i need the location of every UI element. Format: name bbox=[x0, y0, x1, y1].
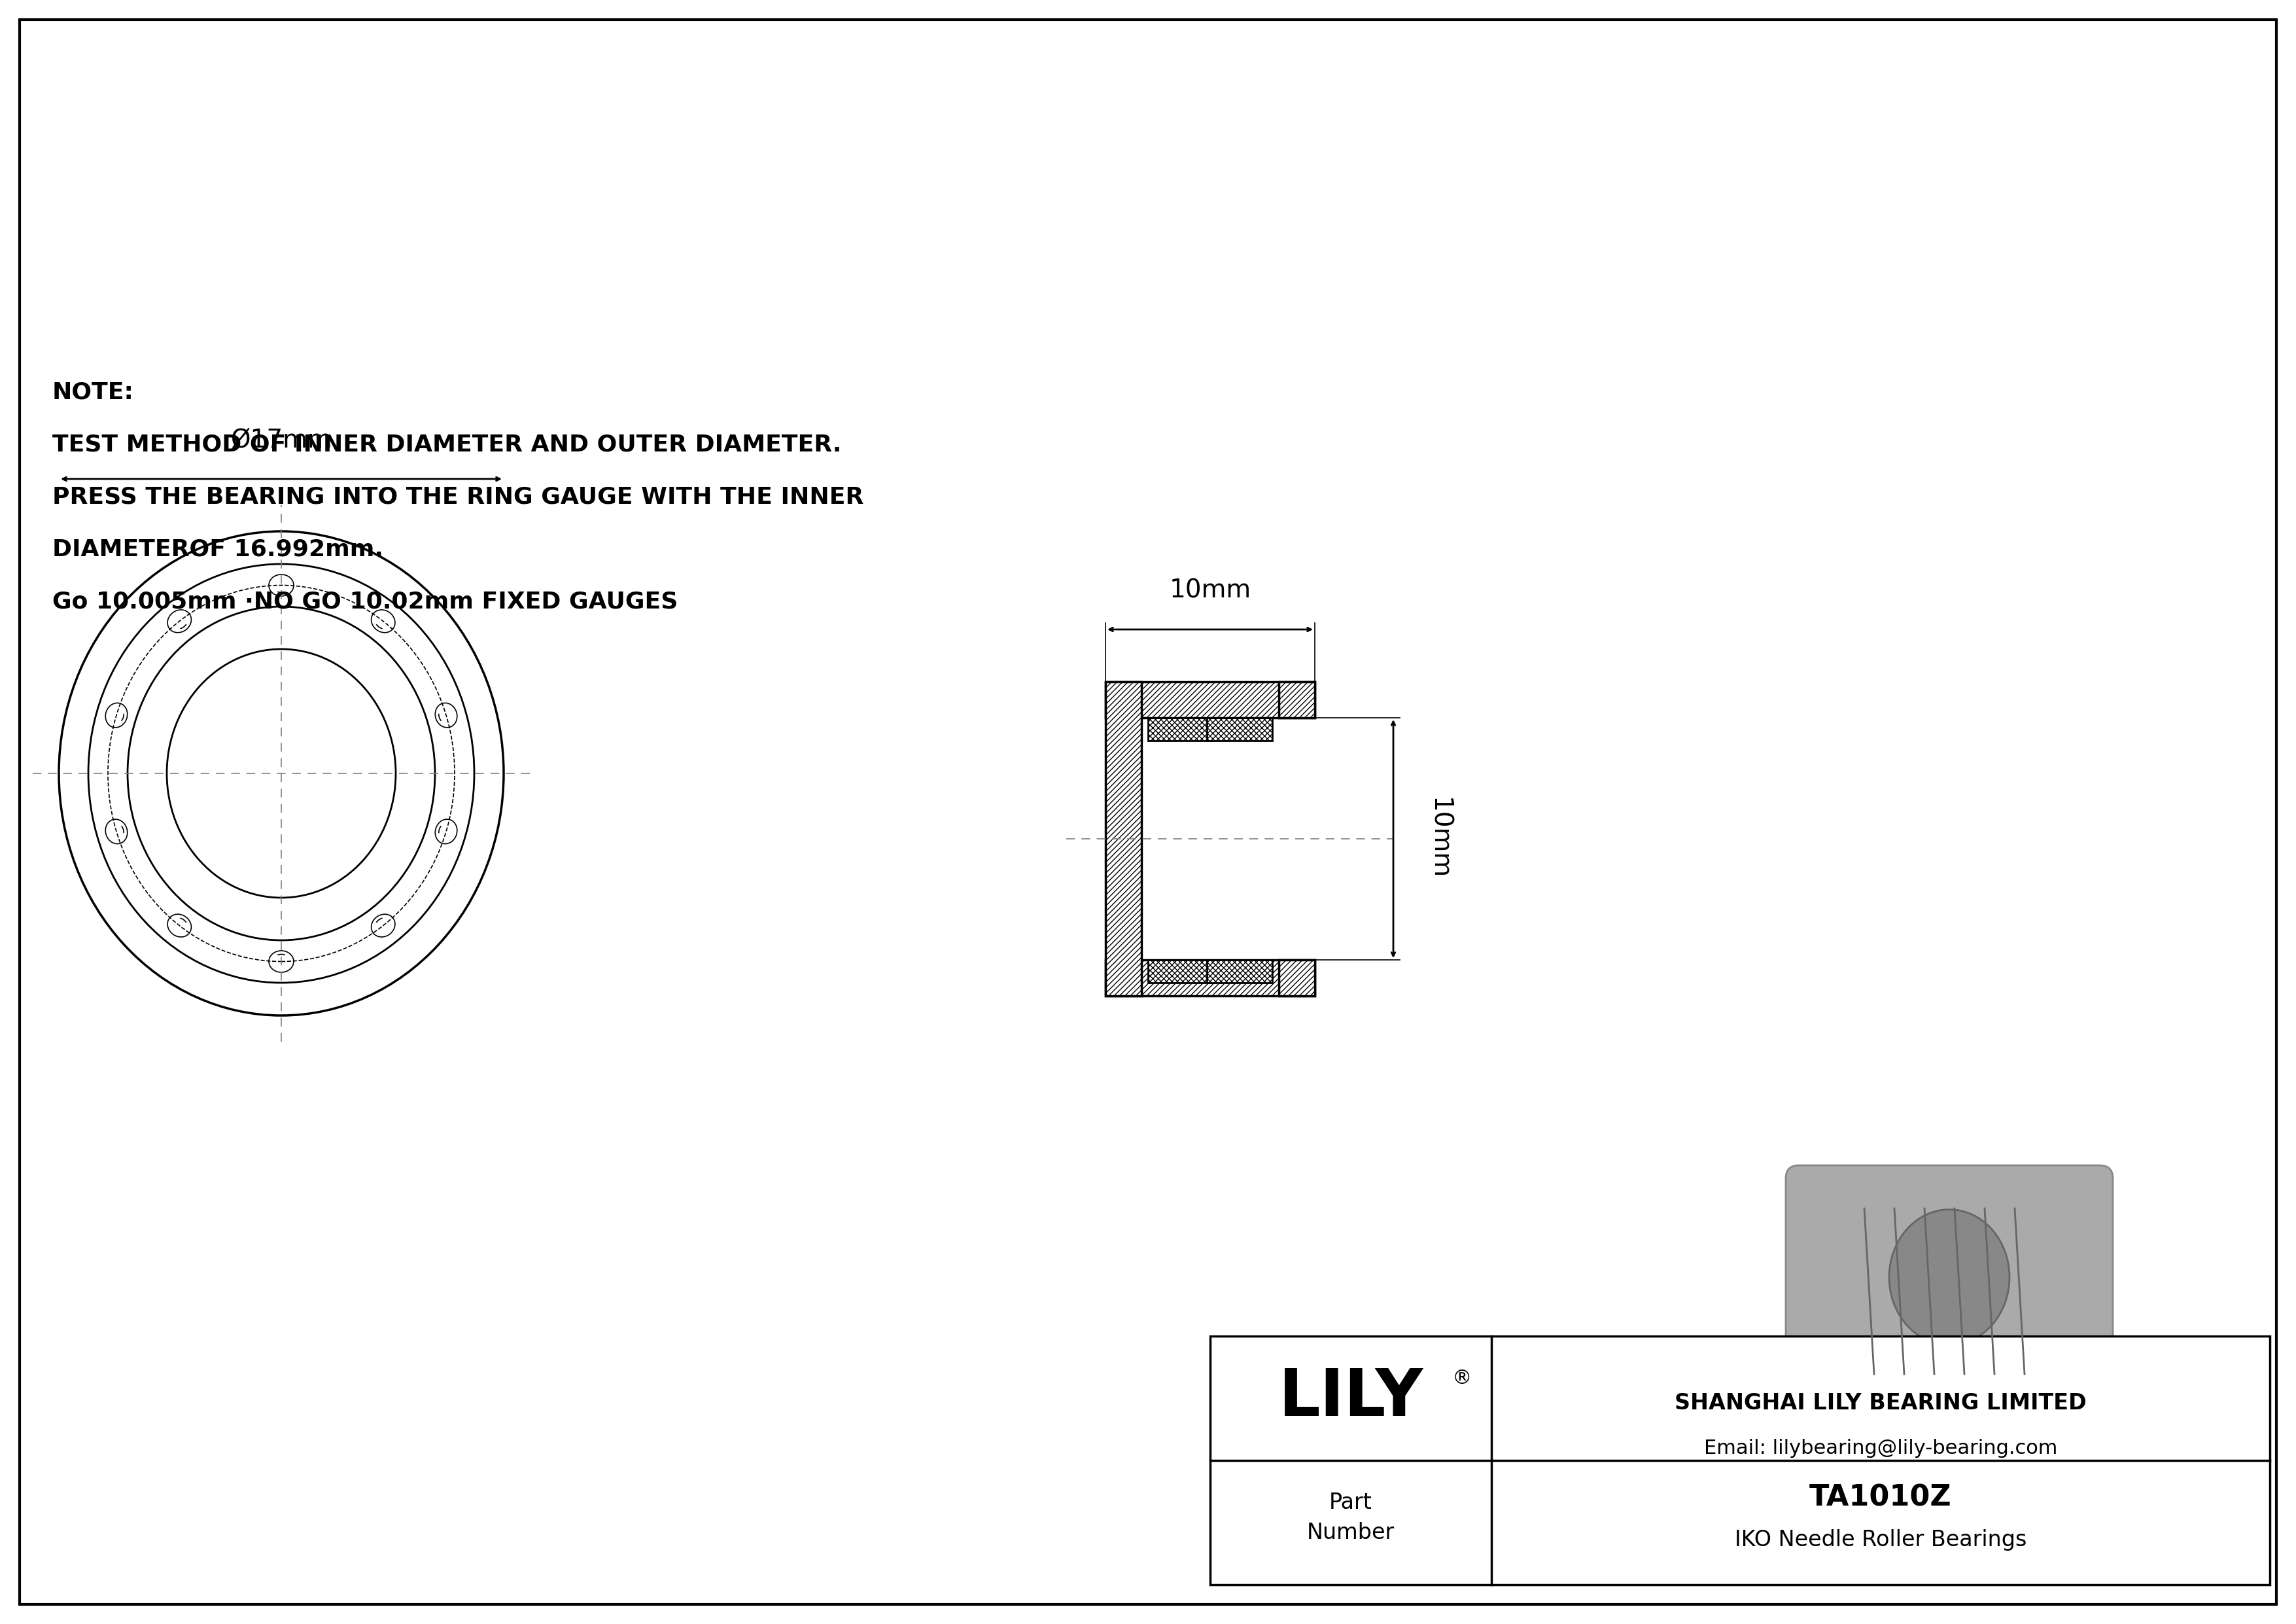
Text: Email: lilybearing@lily-bearing.com: Email: lilybearing@lily-bearing.com bbox=[1704, 1439, 2057, 1457]
Ellipse shape bbox=[436, 818, 457, 844]
Text: TA1010Z: TA1010Z bbox=[1809, 1484, 1952, 1512]
Text: LILY: LILY bbox=[1279, 1366, 1424, 1431]
Ellipse shape bbox=[269, 950, 294, 973]
Bar bbox=[1208, 718, 1272, 741]
Bar bbox=[1104, 682, 1316, 718]
Bar bbox=[1279, 682, 1316, 718]
Bar bbox=[1279, 960, 1316, 996]
Ellipse shape bbox=[168, 914, 191, 937]
Bar bbox=[1148, 718, 1212, 741]
Ellipse shape bbox=[106, 818, 126, 844]
Text: NOTE:: NOTE: bbox=[53, 380, 133, 403]
Text: 10mm: 10mm bbox=[1426, 797, 1451, 880]
Bar bbox=[1208, 960, 1272, 983]
Ellipse shape bbox=[436, 703, 457, 728]
FancyBboxPatch shape bbox=[1786, 1166, 2112, 1402]
Bar bbox=[1104, 682, 1141, 996]
Ellipse shape bbox=[372, 611, 395, 633]
Text: IKO Needle Roller Bearings: IKO Needle Roller Bearings bbox=[1736, 1530, 2027, 1551]
Bar bbox=[1148, 960, 1212, 983]
FancyBboxPatch shape bbox=[1795, 1348, 2103, 1392]
Ellipse shape bbox=[106, 703, 126, 728]
Text: Part
Number: Part Number bbox=[1306, 1492, 1394, 1543]
Ellipse shape bbox=[1890, 1210, 2009, 1345]
Ellipse shape bbox=[269, 575, 294, 596]
Text: DIAMETEROF 16.992mm.: DIAMETEROF 16.992mm. bbox=[53, 538, 383, 560]
Bar bbox=[1210, 1337, 2271, 1585]
Ellipse shape bbox=[168, 611, 191, 633]
Text: Ø17mm: Ø17mm bbox=[230, 427, 333, 453]
Text: PRESS THE BEARING INTO THE RING GAUGE WITH THE INNER: PRESS THE BEARING INTO THE RING GAUGE WI… bbox=[53, 486, 863, 508]
Bar bbox=[1104, 960, 1316, 996]
Text: SHANGHAI LILY BEARING LIMITED: SHANGHAI LILY BEARING LIMITED bbox=[1674, 1392, 2087, 1415]
Text: 10mm: 10mm bbox=[1169, 578, 1251, 603]
Text: Go 10.005mm ·NO GO 10.02mm FIXED GAUGES: Go 10.005mm ·NO GO 10.02mm FIXED GAUGES bbox=[53, 590, 677, 612]
Ellipse shape bbox=[372, 914, 395, 937]
Text: TEST METHOD OF INNER DIAMETER AND OUTER DIAMETER.: TEST METHOD OF INNER DIAMETER AND OUTER … bbox=[53, 434, 840, 455]
Text: ®: ® bbox=[1451, 1369, 1472, 1389]
